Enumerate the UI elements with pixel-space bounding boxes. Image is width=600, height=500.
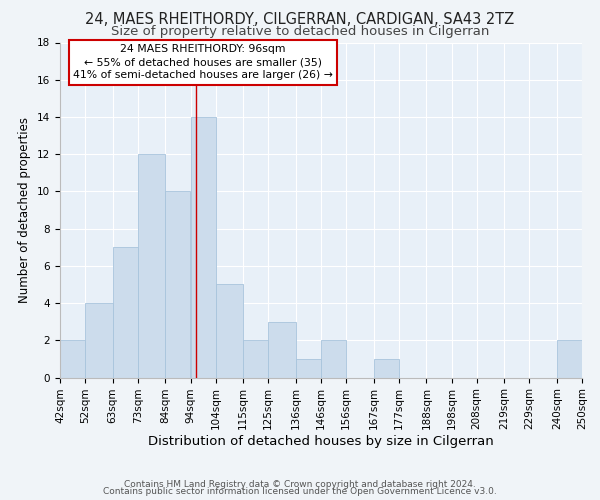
Bar bbox=[85, 303, 113, 378]
Y-axis label: Number of detached properties: Number of detached properties bbox=[19, 117, 31, 303]
Bar bbox=[374, 359, 399, 378]
Text: Contains HM Land Registry data © Crown copyright and database right 2024.: Contains HM Land Registry data © Crown c… bbox=[124, 480, 476, 489]
Bar bbox=[166, 192, 190, 378]
Text: Size of property relative to detached houses in Cilgerran: Size of property relative to detached ho… bbox=[111, 25, 489, 38]
Bar bbox=[296, 359, 321, 378]
Bar bbox=[321, 340, 346, 378]
Text: 24 MAES RHEITHORDY: 96sqm
← 55% of detached houses are smaller (35)
41% of semi-: 24 MAES RHEITHORDY: 96sqm ← 55% of detac… bbox=[73, 44, 333, 80]
Bar bbox=[557, 340, 582, 378]
Text: Contains public sector information licensed under the Open Government Licence v3: Contains public sector information licen… bbox=[103, 488, 497, 496]
X-axis label: Distribution of detached houses by size in Cilgerran: Distribution of detached houses by size … bbox=[148, 435, 494, 448]
Bar bbox=[243, 340, 268, 378]
Bar bbox=[215, 284, 243, 378]
Bar bbox=[268, 322, 296, 378]
Bar bbox=[60, 340, 85, 378]
Bar bbox=[191, 117, 215, 378]
Text: 24, MAES RHEITHORDY, CILGERRAN, CARDIGAN, SA43 2TZ: 24, MAES RHEITHORDY, CILGERRAN, CARDIGAN… bbox=[85, 12, 515, 28]
Bar bbox=[113, 247, 138, 378]
Bar bbox=[138, 154, 166, 378]
